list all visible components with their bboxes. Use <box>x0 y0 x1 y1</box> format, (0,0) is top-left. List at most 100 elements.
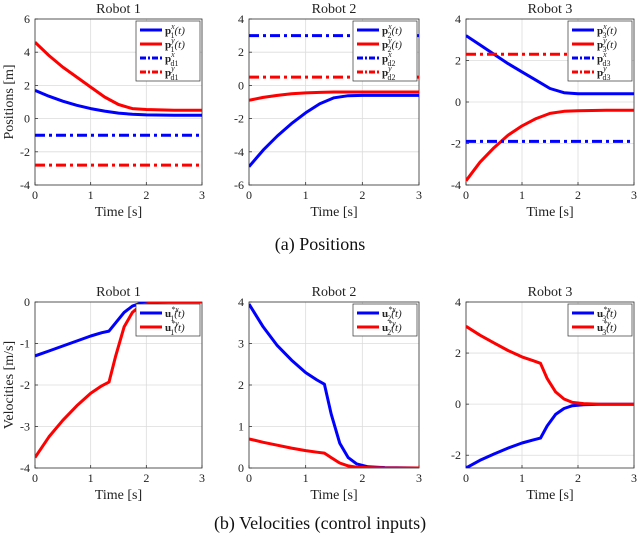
x-tick-label: 1 <box>88 188 94 202</box>
x-tick-label: 1 <box>519 188 525 202</box>
series-line-2 <box>35 41 202 112</box>
y-tick-label: 2 <box>238 378 244 392</box>
x-tick-label: 0 <box>246 471 252 485</box>
x-axis-label: Time [s] <box>310 488 357 503</box>
legend-box <box>352 303 418 337</box>
y-tick-label: -2 <box>451 448 461 462</box>
y-tick-label: 4 <box>238 295 244 309</box>
x-tick-label: 1 <box>303 188 309 202</box>
y-axis-label: Positions [m] <box>2 64 17 139</box>
x-axis-label: Time [s] <box>526 488 573 503</box>
legend-entry: u*x 2(t) <box>382 305 402 323</box>
chart-panel-3: 0 1 2 3 -4 -2 0 2 4 Robot 3 Time [s] px 3(t)py 3(t)px… <box>451 2 637 220</box>
y-tick-label: 0 <box>455 95 461 109</box>
y-tick-label: 2 <box>455 346 461 360</box>
legend-entry: py 1(t) <box>165 36 185 54</box>
y-tick-label: -4 <box>234 145 244 159</box>
y-tick-label: 6 <box>24 12 30 26</box>
legend-entry: u*y 2(t) <box>382 319 402 337</box>
x-tick-label: 3 <box>199 471 205 485</box>
y-tick-label: 4 <box>455 12 461 26</box>
y-tick-label: 0 <box>24 295 30 309</box>
series-line-1 <box>466 402 634 468</box>
x-tick-label: 1 <box>519 471 525 485</box>
y-tick-label: -3 <box>20 420 30 434</box>
x-tick-label: 3 <box>199 188 205 202</box>
y-tick-label: 0 <box>24 112 30 126</box>
axes-frame <box>248 18 420 186</box>
y-tick-label: -6 <box>234 178 244 192</box>
x-tick-label: 0 <box>32 188 38 202</box>
x-tick-label: 2 <box>359 188 365 202</box>
x-axis-label: Time [s] <box>95 488 142 503</box>
y-tick-label: 3 <box>238 337 244 351</box>
legend-entry: py d1 <box>165 64 178 82</box>
legend-entry: px 2(t) <box>382 22 402 40</box>
y-tick-label: -4 <box>451 178 461 192</box>
y-tick-label: 2 <box>238 45 244 59</box>
legend-entry: u*y 1(t) <box>165 319 185 337</box>
series-line-2 <box>466 325 634 406</box>
series-line-2 <box>249 90 419 102</box>
chart-title: Robot 2 <box>312 2 357 17</box>
y-tick-label: 2 <box>455 54 461 68</box>
x-tick-label: 2 <box>575 188 581 202</box>
x-tick-label: 0 <box>32 471 38 485</box>
axes-frame <box>465 301 635 469</box>
chart-title: Robot 2 <box>312 285 357 300</box>
x-tick-label: 3 <box>631 471 637 485</box>
y-tick-label: 0 <box>238 78 244 92</box>
series-line-2 <box>249 437 419 468</box>
series-line-1 <box>466 34 634 96</box>
x-tick-label: 3 <box>416 188 422 202</box>
axes-frame <box>34 18 203 186</box>
chart-panel-5: 0 1 2 3 0 1 2 3 4 Robot 2 Time [s] u*x 2(t)u*y 2(t) <box>238 285 422 503</box>
caption-positions: (a) Positions <box>274 234 366 254</box>
legend-entry: u*x 3(t) <box>597 305 617 323</box>
y-tick-label: 0 <box>238 461 244 475</box>
legend-entry: px d2 <box>382 50 395 68</box>
x-tick-label: 0 <box>463 188 469 202</box>
x-tick-label: 2 <box>359 471 365 485</box>
legend-entry: px d3 <box>597 50 610 68</box>
x-tick-label: 0 <box>246 188 252 202</box>
y-tick-label: 2 <box>24 78 30 92</box>
chart-title: Robot 3 <box>528 285 573 300</box>
legend-box <box>135 303 201 337</box>
chart-title: Robot 1 <box>96 285 141 300</box>
x-tick-label: 2 <box>143 188 149 202</box>
legend-box <box>567 303 633 337</box>
legend-entry: px 1(t) <box>165 22 185 40</box>
series-line-2 <box>466 108 634 182</box>
legend-entry: py 3(t) <box>597 36 617 54</box>
chart-panel-4: 0 1 2 3 -4 -3 -2 -1 0 Robot 1 Time [s] Velocities [… <box>2 285 205 503</box>
series-line-1 <box>249 93 419 168</box>
y-axis-label: Velocities [m/s] <box>2 341 17 429</box>
y-tick-label: 4 <box>455 295 461 309</box>
x-tick-label: 3 <box>416 471 422 485</box>
x-tick-label: 2 <box>143 471 149 485</box>
legend-entry: u*x 1(t) <box>165 305 185 323</box>
chart-title: Robot 1 <box>96 2 141 17</box>
chart-panel-1: 0 1 2 3 -4 -2 0 2 4 6 Robot 1 Time [s] Positions [m]… <box>2 2 205 220</box>
legend-entry: px d1 <box>165 50 178 68</box>
chart-panel-2: 0 1 2 3 -6 -4 -2 0 2 4 Robot 2 Time [s] px 2(t)py 2(t)… <box>234 2 422 220</box>
x-tick-label: 2 <box>575 471 581 485</box>
legend-entry: py d2 <box>382 64 395 82</box>
series-line-2 <box>35 302 202 459</box>
x-axis-label: Time [s] <box>526 205 573 220</box>
legend-entry: u*y 3(t) <box>597 319 617 337</box>
series-line-1 <box>35 89 202 117</box>
x-axis-label: Time [s] <box>310 205 357 220</box>
x-tick-label: 0 <box>463 471 469 485</box>
y-tick-label: -1 <box>20 337 30 351</box>
x-axis-label: Time [s] <box>95 205 142 220</box>
y-tick-label: -4 <box>20 178 30 192</box>
y-tick-label: -4 <box>20 461 30 475</box>
x-tick-label: 3 <box>631 188 637 202</box>
legend-entry: py 2(t) <box>382 36 402 54</box>
legend-entry: py d3 <box>597 64 610 82</box>
y-tick-label: 4 <box>238 12 244 26</box>
